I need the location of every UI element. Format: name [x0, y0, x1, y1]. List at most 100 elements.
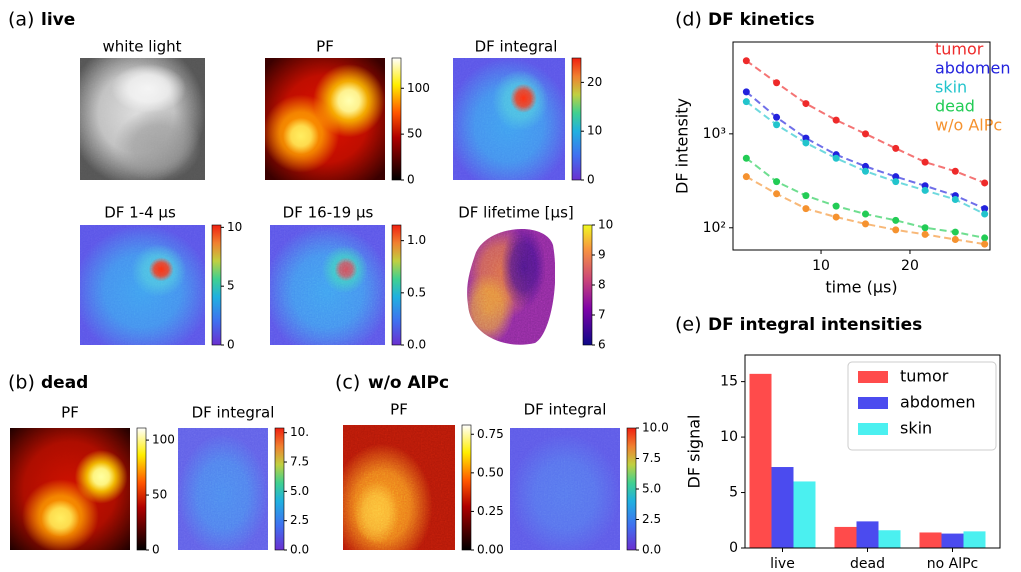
data-point: [742, 154, 750, 162]
data-point: [921, 158, 929, 166]
x-tick-label: 10: [812, 258, 830, 274]
colorbar: [211, 224, 222, 346]
image-title: DF 1-4 μs: [104, 204, 176, 222]
data-point: [892, 144, 900, 152]
legend-swatch: [858, 397, 888, 409]
colorbar-tick-label: 1.0: [407, 233, 426, 247]
colorbar: [461, 424, 472, 551]
legend-label: tumor: [935, 40, 984, 59]
colorbar-tick-label: 10.0: [642, 421, 669, 435]
data-point: [892, 216, 900, 224]
colorbar-tick-label: 10: [227, 220, 242, 234]
image: [453, 58, 565, 180]
data-point: [802, 139, 810, 147]
image: [265, 58, 385, 180]
y-tick-label: 10: [720, 429, 738, 445]
data-point: [802, 100, 810, 108]
axes-frame: [744, 354, 1001, 549]
bar: [919, 532, 942, 548]
colorbar-tick-label: 0.00: [477, 543, 504, 557]
bar: [834, 526, 857, 548]
bar: [749, 373, 772, 548]
panel-label: (e): [675, 314, 702, 336]
colorbar-tick-label: 7.5: [290, 455, 309, 469]
colorbar-tick-label: 0.0: [642, 543, 661, 557]
y-tick-label: 0: [729, 540, 738, 556]
image: [80, 58, 205, 180]
y-tick-label: 10³: [703, 126, 726, 142]
data-point: [832, 154, 840, 162]
legend-label: w/o AlPc: [935, 116, 1002, 135]
chart-title: DF integral intensities: [708, 315, 922, 335]
data-point: [802, 192, 810, 200]
colorbar-tick-label: 8: [598, 278, 606, 292]
data-point: [951, 196, 959, 204]
colorbar-tick-label: 7.5: [642, 451, 661, 465]
colorbar: [626, 427, 637, 551]
colorbar-tick-label: 2.5: [642, 512, 661, 526]
x-tick-label: no AlPc: [927, 556, 979, 572]
colorbar: [391, 57, 402, 181]
image-title: DF integral: [475, 38, 558, 56]
legend-label: skin: [935, 78, 967, 97]
colorbar-tick-label: 5.0: [290, 484, 309, 498]
data-point: [981, 205, 989, 213]
data-point: [742, 57, 750, 65]
data-point: [862, 220, 870, 228]
image: [510, 428, 620, 550]
colorbar-tick-label: 5: [227, 279, 235, 293]
colorbar-tick-label: 0.0: [407, 338, 426, 352]
image: [10, 428, 130, 550]
colorbar: [571, 57, 582, 181]
panel-title: w/o AlPc: [368, 373, 449, 393]
image: [343, 425, 455, 550]
data-point: [862, 210, 870, 218]
data-point: [862, 162, 870, 170]
data-point: [742, 98, 750, 106]
legend-swatch: [858, 371, 888, 383]
legend-label: abdomen: [935, 59, 1010, 78]
data-point: [981, 240, 989, 248]
bar: [856, 521, 879, 548]
data-point: [773, 178, 781, 186]
panel-label: (b): [8, 372, 35, 394]
data-point: [951, 228, 959, 236]
data-point: [832, 213, 840, 221]
colorbar-tick-label: 2.5: [290, 513, 309, 527]
data-point: [921, 224, 929, 232]
panel-title: live: [41, 10, 75, 30]
fit-line: [745, 59, 986, 184]
data-point: [981, 210, 989, 218]
colorbar-tick-label: 0: [407, 173, 415, 187]
colorbar: [136, 427, 147, 551]
y-tick-label: 5: [729, 485, 738, 501]
colorbar-tick-label: 50: [152, 488, 167, 502]
data-point: [742, 173, 750, 181]
axes-frame: [732, 41, 991, 251]
bar: [941, 533, 964, 548]
legend-swatch: [858, 423, 888, 435]
image-title: DF integral: [524, 401, 607, 419]
data-point: [892, 173, 900, 181]
legend-label: dead: [935, 97, 975, 116]
image-title: white light: [102, 38, 181, 56]
colorbar-tick-label: 9: [598, 248, 606, 262]
image: [178, 428, 268, 550]
image: [270, 225, 385, 345]
data-point: [862, 167, 870, 175]
colorbar-tick-label: 0.25: [477, 504, 504, 518]
fit-line: [745, 175, 985, 246]
colorbar-tick-label: 20: [587, 75, 602, 89]
colorbar-tick-label: 100: [407, 81, 430, 95]
legend-label: abdomen: [900, 393, 975, 412]
fit-line: [745, 91, 986, 210]
data-point: [802, 205, 810, 213]
colorbar-tick-label: 0: [227, 338, 235, 352]
chart-title: DF kinetics: [708, 10, 815, 30]
colorbar-tick-label: 0: [152, 543, 160, 557]
panel-label: (c): [335, 372, 360, 394]
data-point: [832, 116, 840, 124]
data-point: [981, 179, 989, 187]
legend-label: skin: [900, 419, 932, 438]
